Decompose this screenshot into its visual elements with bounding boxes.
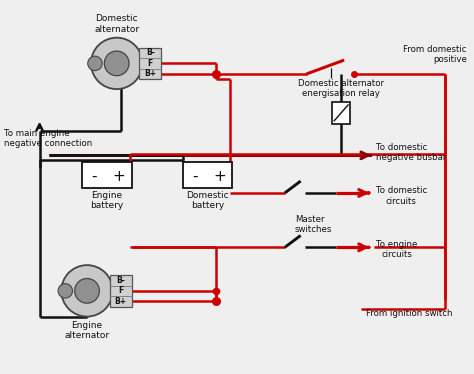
Text: B-: B- (146, 48, 155, 57)
Text: +: + (113, 169, 126, 184)
Circle shape (104, 51, 129, 76)
Text: To domestic
circuits: To domestic circuits (376, 186, 427, 206)
Text: To domestic
negative busbar: To domestic negative busbar (376, 143, 446, 162)
Circle shape (58, 283, 73, 298)
Text: Domestic
battery: Domestic battery (186, 191, 229, 210)
Bar (183, 162, 232, 188)
Circle shape (88, 56, 102, 71)
Text: F: F (118, 286, 123, 295)
Text: F: F (148, 59, 153, 68)
Circle shape (61, 265, 113, 316)
Bar (332, 102, 350, 124)
Text: Engine
battery: Engine battery (90, 191, 123, 210)
Text: B+: B+ (115, 297, 127, 306)
Text: -: - (91, 169, 97, 184)
Circle shape (91, 38, 142, 89)
Text: Domestic
alternator: Domestic alternator (94, 14, 139, 34)
Text: -: - (192, 169, 198, 184)
Bar (139, 47, 161, 79)
Bar (110, 275, 131, 307)
Text: From domestic
positive: From domestic positive (403, 45, 467, 64)
Text: +: + (214, 169, 227, 184)
Bar (82, 162, 131, 188)
Text: To engine
circuits: To engine circuits (376, 240, 417, 259)
Text: Domestic alternator
energisation relay: Domestic alternator energisation relay (298, 79, 384, 98)
Circle shape (75, 279, 100, 303)
Text: B+: B+ (144, 70, 156, 79)
Text: To main engine
negative connection: To main engine negative connection (4, 129, 92, 148)
Text: From ignition switch: From ignition switch (366, 309, 452, 318)
Text: B-: B- (116, 276, 125, 285)
Text: Master
switches: Master switches (295, 215, 332, 234)
Text: Engine
alternator: Engine alternator (64, 321, 109, 340)
